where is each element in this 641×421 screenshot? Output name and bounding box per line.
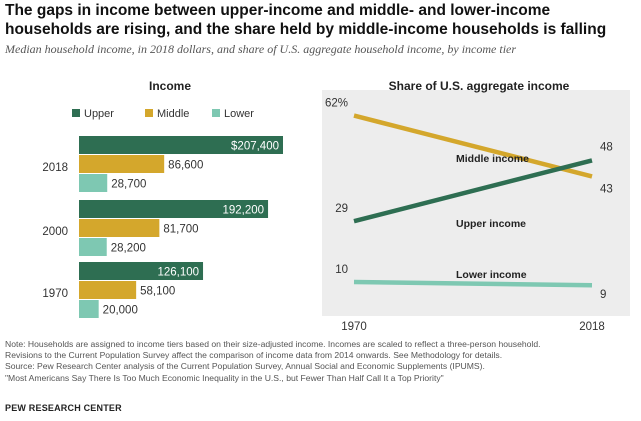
category-label-2018: 2018: [42, 162, 68, 174]
bar-middle-2018: [79, 155, 165, 173]
bar-value-label-upper-2000: 192,200: [222, 205, 264, 217]
bar-value-label-middle-2018: 86,600: [168, 160, 203, 172]
charts-area: Income Upper Middle Lower 2018 $207,400 86,600…: [42, 79, 630, 333]
line-middle-income: [353, 113, 593, 179]
end-label-upper-income: 48: [600, 141, 613, 153]
end-label-middle-income: 43: [600, 183, 613, 195]
bar-value-label-lower-2018: 28,700: [111, 179, 146, 191]
brand-logo-text: PEW RESEARCH CENTER: [5, 403, 122, 413]
start-label-middle-income: 62%: [325, 98, 348, 110]
line-lower-income: [353, 279, 593, 288]
legend-swatch-middle: [145, 109, 153, 117]
bar-upper-2018: [79, 136, 283, 154]
x-tick-label: 2018: [579, 321, 605, 333]
legend-swatch-lower: [212, 109, 220, 117]
legend-swatch-upper: [72, 109, 80, 117]
bar-value-label-lower-1970: 20,000: [103, 305, 138, 317]
chart-subtitle: Median household income, in 2018 dollars…: [5, 42, 517, 56]
legend-label-lower: Lower: [224, 108, 254, 120]
series-label-lower-income: Lower income: [456, 269, 527, 281]
bar-lower-2018: [79, 174, 108, 192]
source-line: Source: Pew Research Center analysis of …: [5, 361, 485, 372]
line-upper-income: [353, 158, 593, 224]
bar-lower-1970: [79, 300, 99, 318]
bar-value-label-middle-1970: 58,100: [140, 286, 175, 298]
bar-value-label-middle-2000: 81,700: [163, 224, 198, 236]
bar-value-label-upper-2018: $207,400: [231, 141, 279, 153]
series-label-middle-income: Middle income: [456, 153, 529, 165]
report-title-line: "Most Americans Say There Is Too Much Ec…: [5, 372, 444, 383]
bar-middle-1970: [79, 281, 137, 299]
bar-upper-2000: [79, 200, 269, 218]
end-label-lower-income: 9: [600, 289, 606, 301]
x-tick-label: 1970: [341, 321, 367, 333]
note-line: Note: Households are assigned to income …: [5, 339, 541, 349]
note-line: Revisions to the Current Population Surv…: [5, 350, 503, 361]
bar-chart-title: Income: [149, 79, 191, 93]
bar-upper-1970: [79, 262, 204, 280]
start-label-lower-income: 10: [335, 264, 348, 276]
bar-value-label-upper-1970: 126,100: [157, 267, 199, 279]
bar-middle-2000: [79, 219, 160, 237]
notes: Note: Households are assigned to income …: [5, 339, 637, 384]
category-label-1970: 1970: [42, 288, 68, 300]
line-chart-background: [322, 90, 630, 316]
bar-lower-2000: [79, 238, 107, 256]
series-label-upper-income: Upper income: [456, 218, 526, 230]
legend-label-middle: Middle: [157, 108, 189, 120]
category-label-2000: 2000: [42, 226, 68, 238]
line-chart-title: Share of U.S. aggregate income: [389, 79, 570, 93]
bar-value-label-lower-2000: 28,200: [111, 243, 146, 255]
start-label-upper-income: 29: [335, 203, 348, 215]
legend-label-upper: Upper: [84, 108, 114, 120]
chart-title: The gaps in income between upper-income …: [5, 2, 607, 38]
